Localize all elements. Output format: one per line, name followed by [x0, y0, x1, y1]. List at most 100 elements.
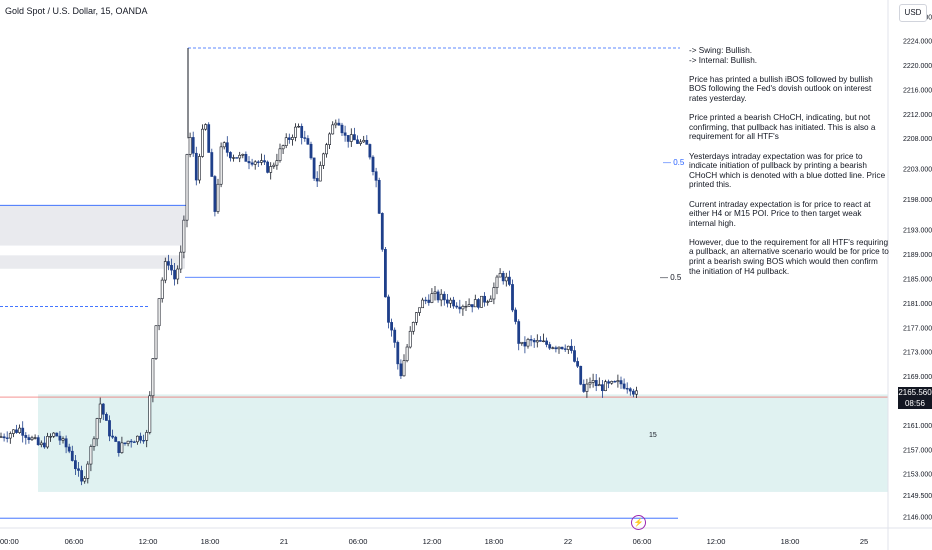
candle-body: [247, 161, 251, 164]
candle-body: [325, 144, 328, 155]
candle-body: [411, 322, 415, 332]
candle-body: [470, 304, 474, 308]
candle-body: [105, 413, 108, 421]
zone-timeframe-label: 15: [649, 432, 657, 439]
time-tick-label: 12:00: [423, 537, 442, 546]
candle-body: [287, 137, 291, 140]
candle-body: [157, 298, 161, 327]
candle-body: [148, 395, 152, 433]
note-yesterday: Yesterdays intraday expectation was for …: [689, 151, 886, 190]
time-axis: 00:00 06:00 12:00 18:00 21 06:00 12:00 18:00 22 0…: [0, 527, 932, 546]
candle-body: [514, 309, 518, 322]
candle-body: [250, 162, 254, 165]
candle-body: [266, 161, 270, 173]
candle-body: [64, 438, 68, 448]
time-tick-label: 12:00: [139, 537, 158, 546]
lightning-icon[interactable]: ⚡: [631, 515, 646, 530]
candle-body: [300, 125, 304, 138]
candle-body: [396, 342, 400, 365]
candle-body: [352, 134, 356, 141]
candle-body: [380, 213, 384, 250]
candle-body: [176, 268, 180, 280]
candle-body: [374, 171, 378, 181]
candle-body: [315, 178, 319, 182]
candle-body: [204, 124, 208, 130]
candle-body: [622, 383, 626, 389]
zones-layer: [0, 205, 888, 492]
candle-body: [114, 436, 118, 442]
time-tick-label: 12:00: [707, 537, 726, 546]
candle-body: [526, 339, 530, 347]
candle-body: [551, 347, 555, 349]
candle-body: [235, 157, 239, 159]
candle-body: [185, 154, 189, 221]
time-tick-label: 21: [280, 537, 288, 546]
candle-body: [610, 381, 614, 384]
price-tick-label: 2212.000: [903, 112, 932, 119]
candle-body: [216, 183, 220, 212]
candle-body: [284, 137, 288, 146]
candle-body: [545, 340, 549, 345]
candle-body: [58, 435, 62, 441]
candle-body: [390, 322, 394, 331]
candle-body: [77, 468, 80, 471]
currency-button[interactable]: USD: [899, 4, 927, 22]
candle-body: [126, 440, 130, 444]
candle-body: [139, 435, 142, 441]
candle-body: [600, 384, 604, 392]
analysis-notes: -> Swing: Bullish. -> Internal: Bullish.…: [689, 46, 889, 286]
candle-body: [538, 340, 542, 342]
candle-body: [495, 276, 499, 288]
price-tick-label: 2169.000: [903, 374, 932, 381]
candle-body: [542, 340, 545, 343]
candle-body: [529, 339, 533, 341]
price-tick-label: 2224.000: [903, 39, 932, 46]
candle-body: [604, 381, 607, 392]
demand-zone: [150, 419, 660, 433]
candle-body: [18, 427, 22, 433]
candle-body: [33, 437, 37, 439]
levels-layer: [0, 47, 888, 519]
candle-body: [222, 142, 226, 148]
candle-body: [101, 403, 105, 415]
current-price-tag: 2165.560 08:56: [898, 387, 932, 409]
candle-body: [0, 436, 3, 438]
note-bos: Price has printed a bullish iBOS followe…: [689, 74, 873, 103]
candle-body: [92, 438, 96, 447]
candle-body: [98, 403, 102, 419]
candle-body: [560, 346, 564, 350]
candle-body: [275, 160, 279, 166]
candle-body: [145, 432, 149, 441]
candle-body: [507, 276, 511, 285]
candle-body: [346, 135, 350, 142]
candle-body: [343, 132, 347, 136]
price-tick-label: 2181.000: [903, 301, 932, 308]
candle-body: [421, 299, 425, 309]
candle-body: [123, 442, 127, 444]
bar-countdown: 08:56: [904, 399, 926, 408]
candle-body: [520, 341, 524, 344]
note-internal: -> Internal: Bullish.: [689, 55, 758, 65]
candle-body: [290, 137, 294, 140]
candle-body: [430, 293, 434, 303]
candle-body: [8, 433, 12, 439]
candle-body: [486, 301, 490, 303]
candle-body: [548, 344, 552, 349]
candle-body: [142, 440, 146, 442]
candle-body: [80, 470, 84, 482]
price-tick-label: 2149.500: [903, 493, 932, 500]
candle-body: [27, 437, 31, 440]
candle-body: [566, 345, 570, 350]
candle-body: [194, 152, 198, 181]
candle-body: [163, 261, 167, 281]
candle-body: [182, 219, 186, 253]
candle-body: [154, 325, 158, 359]
candle-body: [95, 418, 99, 440]
candle-body: [504, 276, 508, 282]
candle-body: [594, 380, 598, 387]
candle-body: [24, 435, 28, 438]
candle-body: [219, 146, 223, 185]
candle-body: [117, 441, 121, 453]
candle-body: [281, 145, 285, 150]
